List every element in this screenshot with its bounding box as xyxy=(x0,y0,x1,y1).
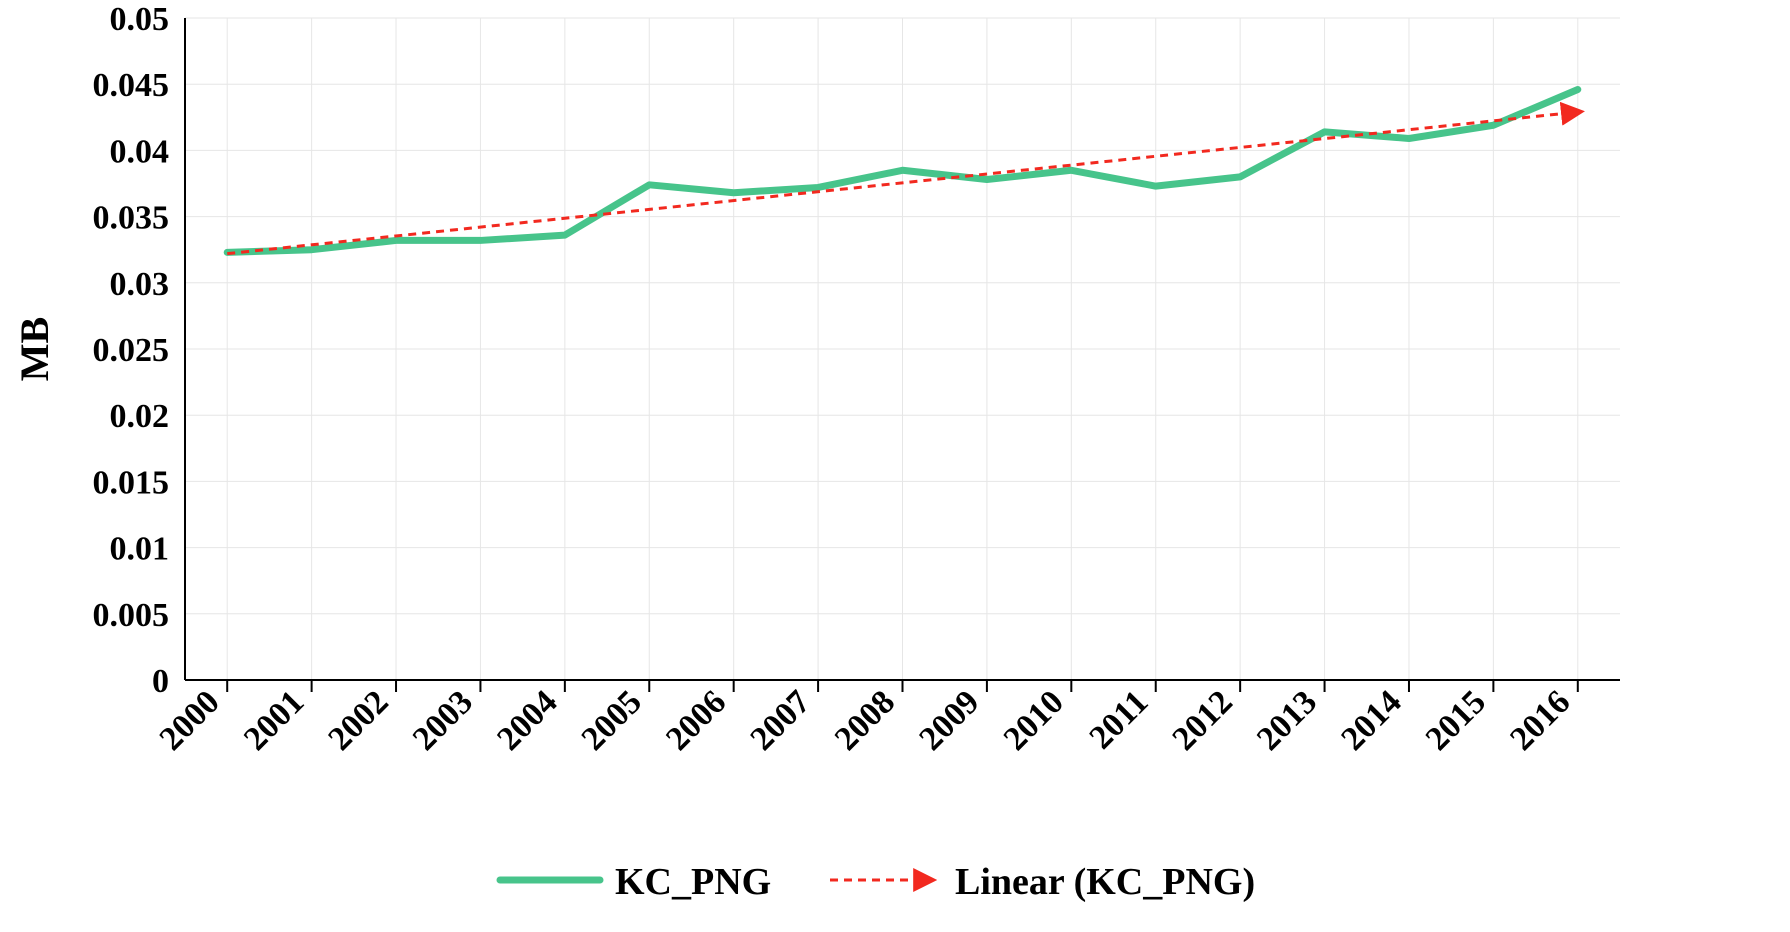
line-chart-svg: 0 0.005 0.01 0.015 0.02 0.025 0.03 0.035 0.04 0.0… xyxy=(0,0,1790,932)
chart-background xyxy=(0,0,1790,932)
y-tick-label: 0.025 xyxy=(93,332,170,369)
y-tick-label: 0.03 xyxy=(110,266,170,303)
y-tick-label: 0.005 xyxy=(93,597,170,634)
y-tick-label: 0.04 xyxy=(110,133,170,170)
legend-label-kc-png: KC_PNG xyxy=(615,861,771,903)
y-tick-label: 0.035 xyxy=(93,200,170,237)
y-tick-label: 0.01 xyxy=(110,531,170,568)
y-tick-label: 0.02 xyxy=(110,398,170,435)
y-tick-label: 0.045 xyxy=(93,67,170,104)
y-tick-label: 0.05 xyxy=(110,1,170,38)
y-axis-title: MB xyxy=(12,317,57,381)
chart-container: 0 0.005 0.01 0.015 0.02 0.025 0.03 0.035 0.04 0.0… xyxy=(0,0,1790,932)
y-tick-label: 0 xyxy=(152,663,169,700)
legend-label-linear: Linear (KC_PNG) xyxy=(955,861,1255,903)
y-tick-label: 0.015 xyxy=(93,464,170,501)
